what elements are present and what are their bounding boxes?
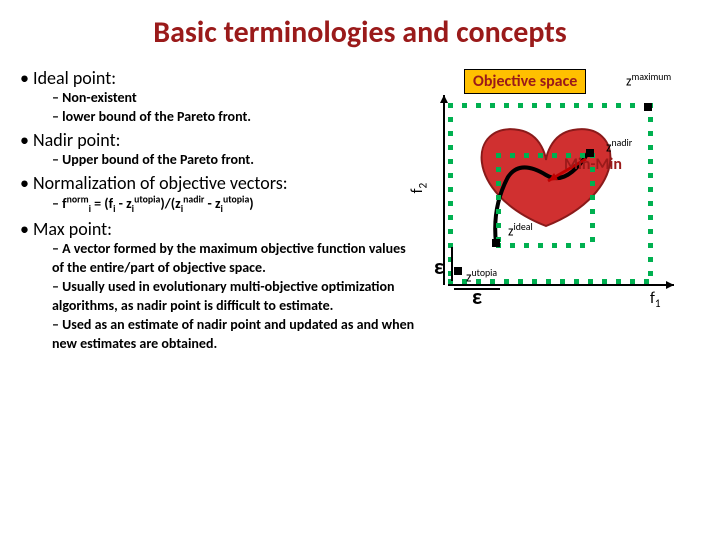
- sub-upperbound: Upper bound of the Pareto front.: [52, 151, 420, 170]
- slide-title: Basic terminologies and concepts: [0, 0, 720, 59]
- figure-area: Objective space zmaximum znadir Min-Min …: [416, 67, 706, 387]
- z-nadir-label: znadir: [606, 137, 632, 156]
- figure-svg: [416, 67, 706, 387]
- z-ideal-label: zideal: [508, 221, 533, 240]
- utopia-marker: [454, 267, 462, 275]
- content-area: Ideal point: Non-existent lower bound of…: [0, 59, 720, 387]
- sub-evo: Usually used in evolutionary multi-objec…: [52, 278, 420, 316]
- min-min-label: Min-Min: [564, 155, 622, 174]
- sub-maxvec: A vector formed by the maximum objective…: [52, 240, 420, 278]
- bullet-normalization: Normalization of objective vectors: fnor…: [20, 172, 420, 217]
- ideal-marker: [492, 239, 500, 247]
- epsilon-left: ε: [434, 253, 444, 280]
- bullet-nadir: Nadir point: Upper bound of the Pareto f…: [20, 129, 420, 170]
- f1-axis-label: f1: [650, 289, 661, 311]
- sub-formula: fnormi = (fi - ziutopia)/(zinadir - ziut…: [52, 194, 420, 217]
- nadir-marker: [586, 149, 594, 157]
- f2-axis-label: f2: [408, 183, 430, 194]
- bullet-ideal: Ideal point: Non-existent lower bound of…: [20, 67, 420, 127]
- sub-lowerbound: lower bound of the Pareto front.: [52, 108, 420, 127]
- maximum-marker: [644, 103, 652, 111]
- sub-estimate: Used as an estimate of nadir point and u…: [52, 316, 420, 354]
- bullet-list: Ideal point: Non-existent lower bound of…: [20, 67, 420, 354]
- bullet-maxpoint: Max point: A vector formed by the maximu…: [20, 218, 420, 353]
- normalization-formula: fnormi = (fi - ziutopia)/(zinadir - ziut…: [62, 195, 254, 212]
- sub-nonexistent: Non-existent: [52, 89, 420, 108]
- epsilon-bottom: ε: [472, 283, 482, 310]
- text-column: Ideal point: Non-existent lower bound of…: [20, 67, 420, 387]
